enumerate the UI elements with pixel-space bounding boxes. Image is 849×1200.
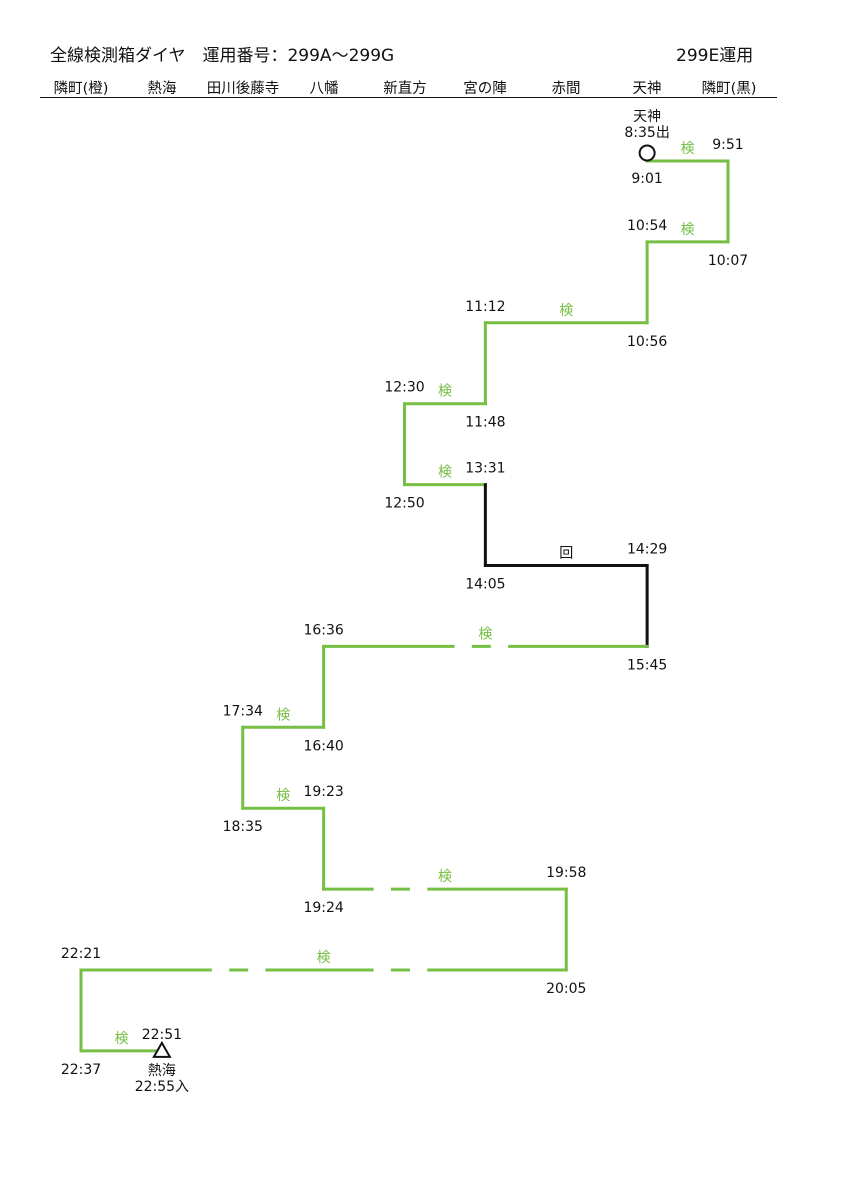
leg-kind-label: 検 — [478, 626, 492, 642]
departure-time: 22:37 — [61, 1062, 101, 1078]
arrival-time: 11:12 — [465, 299, 505, 315]
arrival-time: 17:34 — [223, 703, 263, 719]
arrival-time: 13:31 — [465, 461, 505, 477]
arrival-time: 19:58 — [546, 865, 586, 881]
departure-time: 18:35 — [223, 819, 263, 835]
leg-kind-label: 検 — [438, 384, 452, 400]
departure-time: 16:40 — [303, 738, 343, 754]
station-header: 隣町(橙) 熱海 田川後藤寺 八幡 新直方 宮の陣 赤間 天神 隣町(黒) — [0, 77, 849, 99]
header-rule — [40, 97, 777, 98]
leg-kind-label: 検 — [681, 141, 695, 157]
departure-time: 19:24 — [303, 900, 343, 916]
station-label: 天神 — [632, 81, 662, 97]
arrival-time: 22:51 — [142, 1027, 182, 1043]
leg-kind-label: 検 — [559, 303, 573, 319]
arrival-time: 19:23 — [303, 784, 343, 800]
start-circle-icon — [638, 144, 656, 162]
end-time: 22:55入 — [135, 1079, 189, 1095]
leg-kind-label: 検 — [317, 950, 331, 966]
leg-kind-label: 回 — [559, 546, 573, 562]
departure-time: 12:50 — [384, 496, 424, 512]
leg-kind-label: 検 — [438, 465, 452, 481]
departure-time: 20:05 — [546, 981, 586, 997]
arrival-time: 9:51 — [712, 137, 743, 153]
leg-kind-label: 検 — [276, 788, 290, 804]
leg-kind-label: 検 — [438, 869, 452, 885]
station-label: 田川後藤寺 — [206, 81, 280, 97]
leg-kind-label: 検 — [276, 707, 290, 723]
arrival-time: 22:21 — [61, 946, 101, 962]
start-station: 天神 — [633, 109, 661, 125]
end-station: 熱海 — [148, 1063, 176, 1079]
departure-time: 10:07 — [708, 253, 748, 269]
departure-time: 11:48 — [465, 415, 505, 431]
station-label: 隣町(橙) — [53, 81, 109, 97]
departure-time: 9:01 — [631, 171, 662, 187]
end-triangle-icon — [152, 1040, 172, 1058]
leg-kind-label: 検 — [681, 222, 695, 238]
arrival-time: 10:54 — [627, 218, 667, 234]
arrival-time: 16:36 — [303, 622, 343, 638]
station-label: 新直方 — [383, 81, 427, 97]
arrival-time: 14:29 — [627, 542, 667, 558]
departure-time: 10:56 — [627, 334, 667, 350]
departure-time: 15:45 — [627, 657, 667, 673]
arrival-time: 12:30 — [384, 380, 424, 396]
leg-kind-label: 検 — [114, 1031, 128, 1047]
station-label: 八幡 — [309, 81, 339, 97]
station-label: 隣町(黒) — [701, 81, 757, 97]
start-time: 8:35出 — [624, 125, 669, 141]
station-label: 赤間 — [551, 81, 581, 97]
station-label: 熱海 — [147, 81, 177, 97]
diagram-title: 全線検測箱ダイヤ 運用番号：299A～299G — [50, 46, 395, 66]
operation-number: 299E運用 — [676, 46, 754, 66]
station-label: 宮の陣 — [463, 81, 507, 97]
departure-time: 14:05 — [465, 577, 505, 593]
